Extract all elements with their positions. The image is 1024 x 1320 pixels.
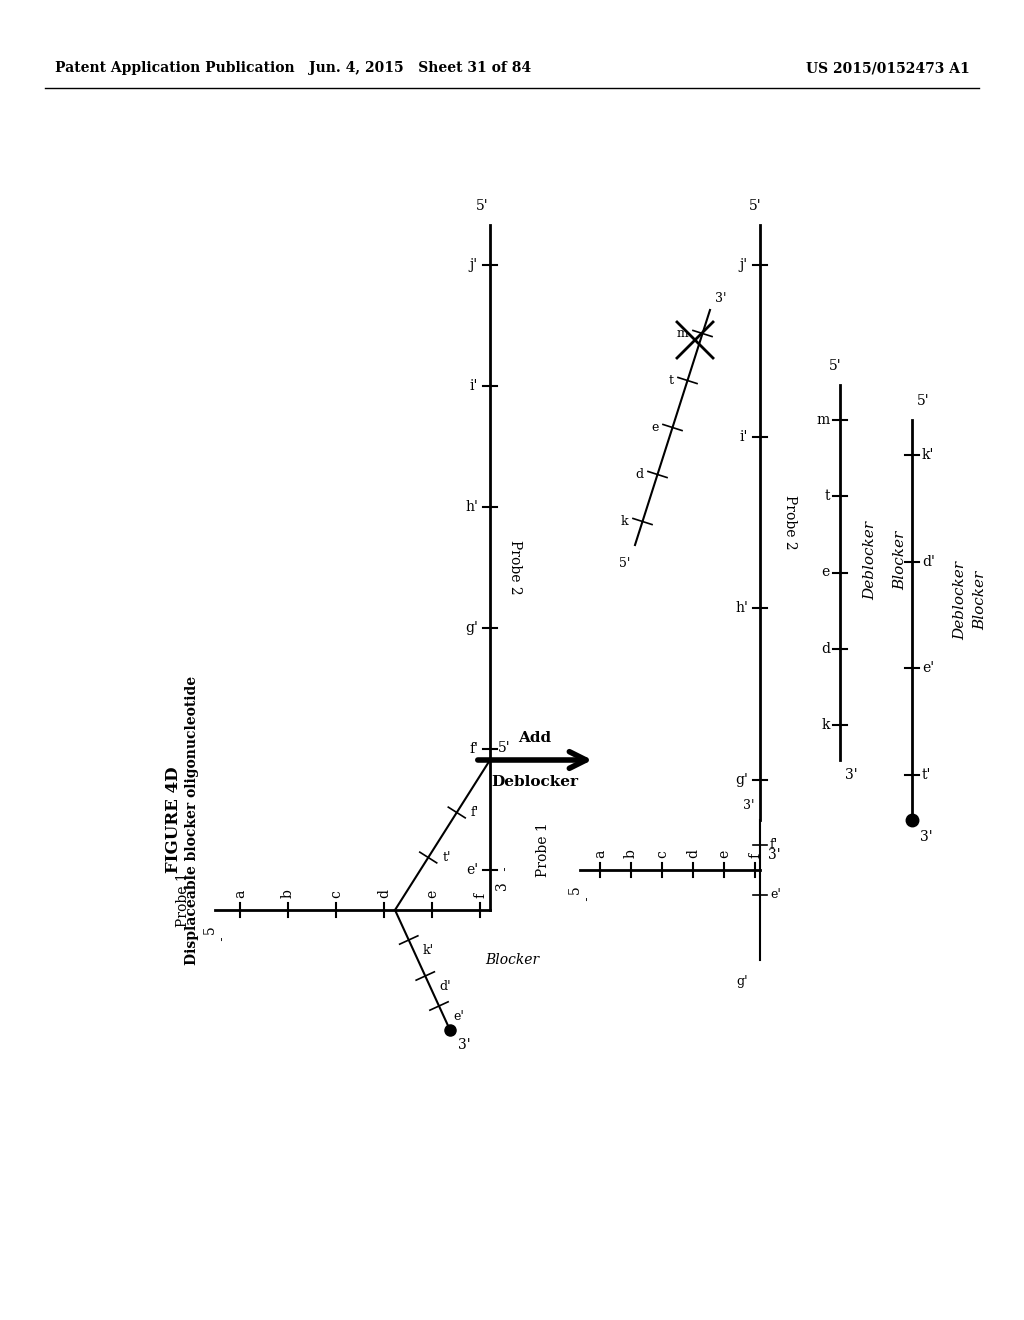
Text: f: f xyxy=(473,892,487,898)
Text: a: a xyxy=(233,890,247,898)
Text: h': h' xyxy=(735,602,748,615)
Text: Probe 2: Probe 2 xyxy=(783,495,797,549)
Text: Deblocker: Deblocker xyxy=(863,520,877,599)
Text: US 2015/0152473 A1: US 2015/0152473 A1 xyxy=(806,61,970,75)
Text: 5': 5' xyxy=(828,359,842,374)
Text: 3': 3' xyxy=(920,830,933,843)
Text: c: c xyxy=(655,850,669,858)
Text: 3': 3' xyxy=(743,799,755,812)
Text: 5: 5 xyxy=(568,884,582,894)
Text: f': f' xyxy=(770,838,778,851)
Text: d': d' xyxy=(439,979,451,993)
Text: 3': 3' xyxy=(768,847,780,862)
Text: 3': 3' xyxy=(715,292,726,305)
Text: e': e' xyxy=(453,1010,464,1023)
Text: e': e' xyxy=(770,888,781,902)
Text: Deblocker: Deblocker xyxy=(492,775,579,789)
Text: b: b xyxy=(624,849,638,858)
Text: i': i' xyxy=(739,430,748,444)
Text: h': h' xyxy=(465,500,478,513)
Text: e: e xyxy=(821,565,830,579)
Text: 5': 5' xyxy=(476,199,488,213)
Text: Blocker: Blocker xyxy=(893,531,907,590)
Text: c: c xyxy=(329,890,343,898)
Text: m: m xyxy=(817,413,830,426)
Text: i': i' xyxy=(470,379,478,393)
Text: g': g' xyxy=(736,975,748,987)
Text: a: a xyxy=(593,850,607,858)
Text: Deblocker: Deblocker xyxy=(953,561,967,639)
Text: k': k' xyxy=(423,944,434,957)
Text: f': f' xyxy=(471,807,479,818)
Text: Probe 2: Probe 2 xyxy=(508,540,522,594)
Text: 5': 5' xyxy=(498,741,511,755)
Text: Blocker: Blocker xyxy=(485,953,539,968)
Text: Add: Add xyxy=(518,731,552,744)
Text: 3': 3' xyxy=(458,1038,471,1052)
Text: ': ' xyxy=(503,869,506,878)
Text: j': j' xyxy=(470,257,478,272)
Text: 5': 5' xyxy=(618,557,630,570)
Text: g': g' xyxy=(465,620,478,635)
Text: Probe 1: Probe 1 xyxy=(536,822,550,878)
Text: j': j' xyxy=(740,257,748,272)
Text: Probe 1: Probe 1 xyxy=(176,873,190,928)
Text: FIGURE 4D: FIGURE 4D xyxy=(165,767,182,874)
Text: e: e xyxy=(651,421,658,434)
Text: k': k' xyxy=(922,447,934,462)
Text: e: e xyxy=(717,850,731,858)
Text: 3: 3 xyxy=(495,882,509,890)
Text: e': e' xyxy=(922,661,934,676)
Text: m: m xyxy=(677,327,688,341)
Text: ': ' xyxy=(220,939,223,948)
Text: ': ' xyxy=(585,898,588,908)
Text: Blocker: Blocker xyxy=(973,570,987,630)
Text: d: d xyxy=(635,469,643,480)
Text: d: d xyxy=(821,642,830,656)
Text: b: b xyxy=(281,890,295,898)
Text: t': t' xyxy=(442,851,451,865)
Text: t: t xyxy=(669,374,674,387)
Text: d': d' xyxy=(922,554,935,569)
Text: t': t' xyxy=(922,768,932,781)
Text: f': f' xyxy=(469,742,478,756)
Text: 5: 5 xyxy=(203,925,217,933)
Text: Patent Application Publication: Patent Application Publication xyxy=(55,61,295,75)
Text: t: t xyxy=(824,490,830,503)
Text: g': g' xyxy=(735,774,748,787)
Text: 3': 3' xyxy=(845,768,858,781)
Text: Jun. 4, 2015   Sheet 31 of 84: Jun. 4, 2015 Sheet 31 of 84 xyxy=(309,61,531,75)
Text: k: k xyxy=(621,515,629,528)
Text: e: e xyxy=(425,890,439,898)
Text: d: d xyxy=(686,849,700,858)
Text: 5': 5' xyxy=(918,393,930,408)
Text: d: d xyxy=(377,888,391,898)
Text: e': e' xyxy=(466,863,478,876)
Text: k: k xyxy=(821,718,830,733)
Text: Displaceable blocker oligonucleotide: Displaceable blocker oligonucleotide xyxy=(185,676,199,965)
Text: f: f xyxy=(748,853,762,858)
Text: 5': 5' xyxy=(749,199,761,213)
